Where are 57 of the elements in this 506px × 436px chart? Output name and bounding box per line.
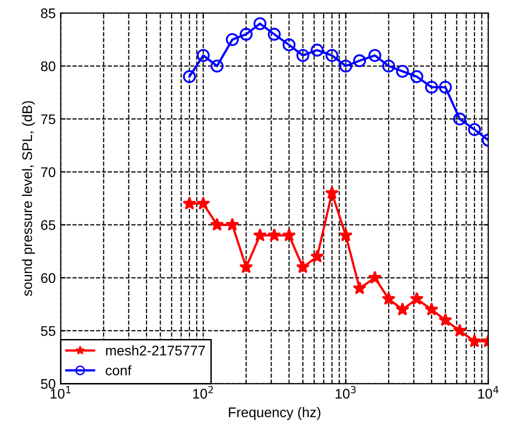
point [182, 70, 196, 84]
point [425, 80, 438, 94]
x-tick-label: 10$^{3}$ [336, 386, 356, 399]
point [325, 48, 338, 62]
point [196, 196, 210, 210]
point [382, 60, 396, 72]
y-tick-label: 65 [41, 220, 56, 230]
point [282, 228, 296, 242]
point [396, 64, 409, 78]
legend-label: mesh2-2175777 [106, 345, 205, 356]
point [438, 80, 452, 94]
point [268, 28, 281, 41]
point [267, 228, 282, 242]
point [424, 302, 438, 316]
x-tick-label: 10$^{2}$ [193, 386, 213, 399]
point [240, 28, 253, 41]
point [296, 48, 310, 62]
point [338, 228, 353, 242]
point [310, 249, 324, 263]
point [196, 48, 210, 62]
point [468, 334, 482, 348]
point [254, 17, 266, 30]
y-tick-label: 50 [40, 379, 56, 389]
point [453, 112, 466, 126]
point [438, 312, 452, 326]
point [368, 270, 382, 284]
point [296, 260, 310, 274]
y-tick-label: 55 [40, 326, 56, 336]
point [452, 324, 467, 337]
point [368, 48, 382, 62]
y-tick-label: 60 [41, 273, 56, 283]
point [396, 302, 410, 316]
point [352, 281, 366, 294]
point [382, 292, 396, 305]
y-tick-label: 85 [41, 8, 56, 18]
y-axis-title: sound pressure level, SPL, (dB) [22, 101, 35, 296]
point [410, 70, 424, 84]
point [339, 60, 352, 72]
point [410, 292, 424, 305]
point [226, 33, 239, 46]
y-tick-label: 80 [41, 61, 56, 72]
point [225, 218, 240, 231]
point [210, 60, 224, 72]
x-axis-title: Frequency (hz) [228, 407, 320, 420]
point [468, 123, 481, 136]
point [325, 186, 339, 200]
point [239, 260, 253, 274]
point [353, 54, 366, 68]
point [310, 44, 324, 57]
point [253, 228, 267, 242]
point [210, 218, 224, 231]
legend-label: conf [106, 365, 132, 376]
point [282, 38, 296, 52]
y-tick-label: 75 [41, 114, 56, 124]
x-tick-label: 10$^{4}$ [478, 386, 498, 399]
y-tick-label: 70 [41, 167, 56, 178]
point [182, 196, 196, 210]
